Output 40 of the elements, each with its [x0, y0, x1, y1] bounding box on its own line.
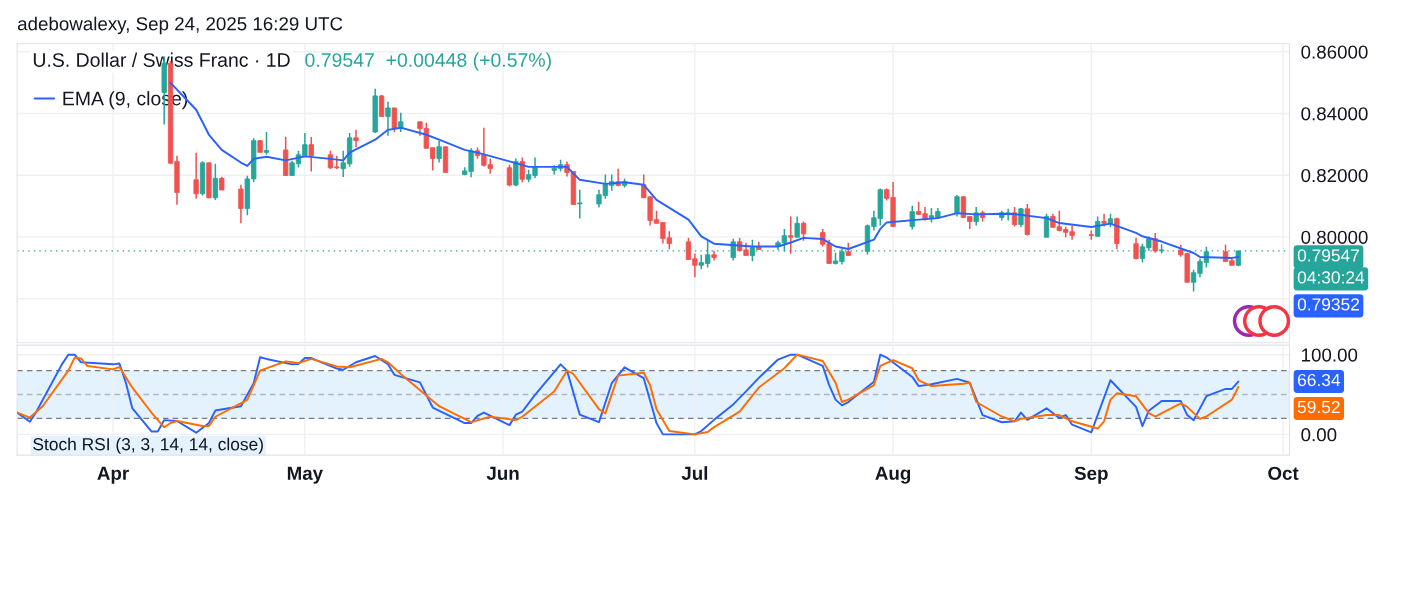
candlestick [308, 136, 314, 173]
candlestick [193, 151, 199, 200]
x-tick-label: Apr [97, 466, 129, 484]
chart-title: U.S. Dollar / Swiss Franc · 1D [33, 52, 290, 67]
candlestick [794, 215, 800, 238]
y-tick-label: 0.82000 [1301, 168, 1368, 183]
candlestick [238, 184, 244, 225]
candlestick [385, 100, 391, 137]
text: 04:30:24 [1297, 271, 1365, 284]
candlestick [353, 129, 359, 149]
y-tick-label: 0.80000 [1301, 230, 1368, 244]
chart-subtitle: 0.79547 +0.00448 (+0.57%) [305, 52, 551, 71]
x-tick-label: Aug [875, 466, 911, 484]
x-tick-label: Jul [681, 466, 708, 480]
candlestick [1152, 232, 1158, 254]
candlestick [577, 188, 583, 220]
candlestick [513, 157, 519, 188]
y-tick-label: 0.84000 [1301, 107, 1368, 121]
ref-line-label: 0.79547 [1297, 249, 1359, 262]
candlestick [436, 139, 442, 164]
x-tick-label: Oct [1268, 466, 1299, 480]
line-series [17, 353, 1240, 436]
text: 66.34 [1298, 373, 1341, 387]
y-tick-label: 100.00 [1302, 348, 1358, 362]
x-tick-label: May [287, 466, 323, 484]
y-tick-label: 0.00 [1301, 428, 1337, 442]
candlestick [788, 215, 794, 255]
text: 59.52 [1297, 400, 1340, 414]
candlestick [212, 163, 218, 201]
candlestick [954, 194, 960, 218]
x-tick-label: Sep [1074, 466, 1108, 484]
candlestick [800, 220, 807, 242]
text: 0.79352 [1297, 298, 1359, 311]
candlestick [263, 131, 270, 156]
candlestick [391, 107, 398, 133]
y-tick-label: 0.86000 [1301, 45, 1368, 59]
text: Stoch RSI (3, 3, 14, 14, close) [33, 437, 263, 454]
candlestick [519, 156, 525, 184]
x-tick-label: Jun [486, 466, 519, 480]
text: adebowalexy, Sep 24, 2025 16:29 UTC [17, 16, 343, 35]
